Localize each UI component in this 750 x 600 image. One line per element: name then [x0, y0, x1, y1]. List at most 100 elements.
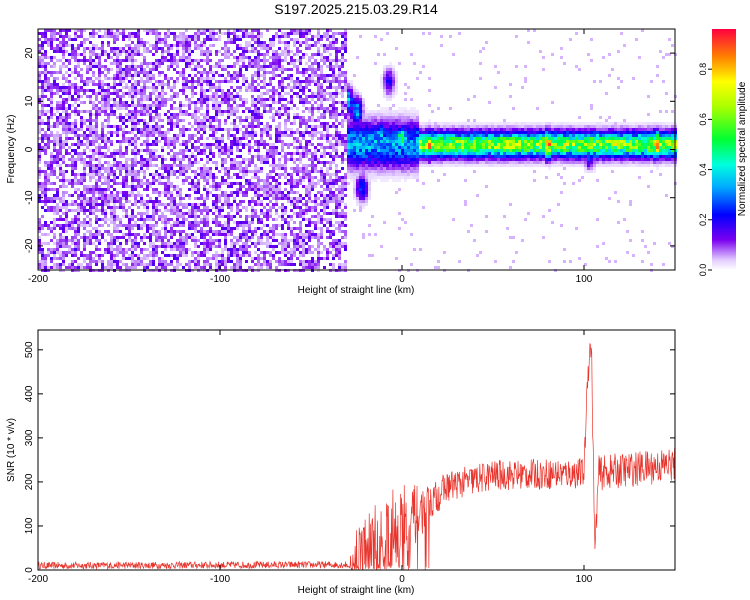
- heatmap-cell: [311, 170, 314, 173]
- heatmap-cell: [215, 143, 218, 146]
- heatmap-cell: [197, 62, 200, 65]
- heatmap-cell: [317, 182, 320, 185]
- heatmap-cell: [110, 35, 113, 38]
- heatmap-cell: [236, 239, 239, 242]
- heatmap-cell: [206, 212, 209, 215]
- heatmap-cell: [284, 53, 287, 56]
- heatmap-cell: [44, 143, 47, 146]
- heatmap-cell: [68, 80, 71, 83]
- heatmap-cell: [317, 92, 320, 95]
- heatmap-cell: [122, 263, 125, 266]
- heatmap-cell: [311, 161, 314, 164]
- heatmap-cell: [149, 200, 152, 203]
- heatmap-cell: [86, 128, 89, 131]
- heatmap-cell: [227, 92, 230, 95]
- heatmap-cell: [215, 71, 218, 74]
- heatmap-cell: [233, 32, 236, 35]
- heatmap-cell: [53, 38, 56, 41]
- heatmap-cell: [287, 32, 290, 35]
- heatmap-cell: [257, 71, 260, 74]
- heatmap-cell: [116, 140, 119, 143]
- heatmap-cell: [74, 47, 77, 50]
- heatmap-cell: [299, 62, 302, 65]
- heatmap-cell: [98, 248, 101, 251]
- heatmap-cell: [317, 110, 320, 113]
- heatmap-cell: [308, 95, 311, 98]
- heatmap-cell: [140, 194, 143, 197]
- heatmap-cell: [260, 266, 263, 269]
- heatmap-cell: [242, 53, 245, 56]
- heatmap-cell: [314, 107, 317, 110]
- heatmap-cell: [194, 104, 197, 107]
- heatmap-cell: [146, 98, 149, 101]
- heatmap-cell: [107, 167, 110, 170]
- heatmap-cell: [83, 191, 86, 194]
- heatmap-cell: [275, 140, 278, 143]
- heatmap-cell: [254, 113, 257, 116]
- heatmap-cell: [314, 158, 317, 161]
- heatmap-cell: [320, 155, 323, 158]
- heatmap-cell: [56, 140, 59, 143]
- heatmap-cell: [146, 254, 149, 257]
- heatmap-cell: [275, 146, 278, 149]
- heatmap-cell: [179, 242, 182, 245]
- heatmap-cell: [95, 227, 98, 230]
- heatmap-cell: [83, 50, 86, 53]
- heatmap-cell: [155, 35, 158, 38]
- heatmap-cell: [83, 122, 86, 125]
- heatmap-cell: [263, 83, 266, 86]
- heatmap-cell: [203, 29, 206, 32]
- heatmap-cell: [290, 197, 293, 200]
- heatmap-cell: [227, 95, 230, 98]
- heatmap-cell: [275, 125, 278, 128]
- heatmap-cell: [155, 29, 158, 32]
- heatmap-cell: [230, 86, 233, 89]
- heatmap-cell: [164, 215, 167, 218]
- heatmap-cell: [65, 134, 68, 137]
- heatmap-cell: [170, 167, 173, 170]
- heatmap-cell: [242, 74, 245, 77]
- heatmap-cell: [206, 74, 209, 77]
- heatmap-cell: [194, 239, 197, 242]
- heatmap-cell: [89, 164, 92, 167]
- heatmap-cell: [80, 197, 83, 200]
- heatmap-cell: [68, 107, 71, 110]
- heatmap-cell: [194, 113, 197, 116]
- heatmap-cell: [269, 251, 272, 254]
- heatmap-cell: [275, 128, 278, 131]
- heatmap-cell: [53, 170, 56, 173]
- heatmap-cell: [251, 95, 254, 98]
- heatmap-cell: [137, 260, 140, 263]
- heatmap-cell: [254, 50, 257, 53]
- heatmap-cell: [143, 122, 146, 125]
- heatmap-cell: [269, 215, 272, 218]
- heatmap-cell: [68, 203, 71, 206]
- heatmap-cell: [290, 257, 293, 260]
- heatmap-cell: [53, 125, 56, 128]
- heatmap-cell: [95, 62, 98, 65]
- heatmap-cell: [311, 116, 314, 119]
- heatmap-cell: [122, 68, 125, 71]
- heatmap-cell: [137, 53, 140, 56]
- heatmap-cell: [182, 113, 185, 116]
- heatmap-cell: [281, 134, 284, 137]
- heatmap-cell: [182, 50, 185, 53]
- heatmap-cell: [314, 215, 317, 218]
- heatmap-cell: [86, 185, 89, 188]
- heatmap-cell: [212, 35, 215, 38]
- heatmap-cell: [41, 200, 44, 203]
- heatmap-cell: [239, 236, 242, 239]
- heatmap-cell: [80, 53, 83, 56]
- heatmap-cell: [128, 59, 131, 62]
- heatmap-cell: [197, 38, 200, 41]
- heatmap-cell: [143, 68, 146, 71]
- heatmap-cell: [230, 113, 233, 116]
- heatmap-cell: [260, 59, 263, 62]
- heatmap-cell: [170, 236, 173, 239]
- heatmap-cell: [155, 158, 158, 161]
- heatmap-cell: [47, 206, 50, 209]
- heatmap-cell: [281, 212, 284, 215]
- heatmap-cell: [221, 251, 224, 254]
- heatmap-cell: [128, 86, 131, 89]
- heatmap-cell: [74, 230, 77, 233]
